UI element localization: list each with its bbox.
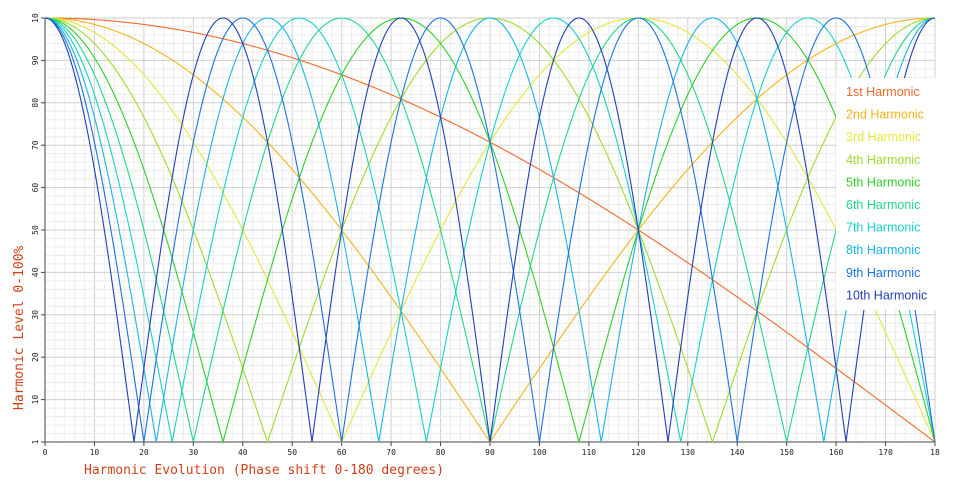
x-axis-title: Harmonic Evolution (Phase shift 0-180 de… <box>84 463 444 478</box>
y-tick-label: 20 <box>31 352 40 362</box>
legend-item-8: 8th Harmonic <box>846 243 920 257</box>
legend-item-10: 10th Harmonic <box>846 288 927 302</box>
x-tick-label: 120 <box>631 448 646 457</box>
y-tick-label: 90 <box>31 55 40 65</box>
y-tick-label: 40 <box>31 267 40 277</box>
tick-labels: 0 10 20 30 40 50 60 70 80 90 100 110 120 130 140 150 160… <box>31 13 940 457</box>
x-tick-label: 160 <box>829 448 844 457</box>
x-tick-label: 20 <box>139 448 149 457</box>
x-tick-label: 60 <box>337 448 347 457</box>
legend-item-7: 7th Harmonic <box>846 221 920 235</box>
legend-item-9: 9th Harmonic <box>846 266 920 280</box>
y-tick-label: 70 <box>31 140 40 150</box>
x-tick-label: 170 <box>878 448 893 457</box>
legend-item-6: 6th Harmonic <box>846 198 920 212</box>
series-line-8 <box>44 17 936 443</box>
x-tick-label: 0 <box>43 448 48 457</box>
legend-item-2: 2nd Harmonic <box>846 108 924 122</box>
y-tick-label: 30 <box>31 310 40 320</box>
x-tick-label: 18 <box>930 448 940 457</box>
series-lines <box>44 17 936 445</box>
x-tick-label: 90 <box>485 448 495 457</box>
x-tick-label: 150 <box>779 448 794 457</box>
legend-background <box>836 78 944 310</box>
legend-item-4: 4th Harmonic <box>846 153 920 167</box>
y-tick-label: 1 <box>31 439 40 444</box>
y-axis-title: Harmonic Level 0-100% <box>12 245 27 410</box>
legend-item-1: 1st Harmonic <box>846 85 920 99</box>
x-tick-label: 100 <box>532 448 547 457</box>
legend: 1st Harmonic 2nd Harmonic 3rd Harmonic 4th … <box>836 78 944 310</box>
y-tick-label: 10 <box>31 13 40 23</box>
x-tick-label: 130 <box>681 448 696 457</box>
x-tick-label: 110 <box>582 448 597 457</box>
legend-item-5: 5th Harmonic <box>846 175 920 189</box>
y-tick-label: 80 <box>31 98 40 108</box>
x-tick-label: 10 <box>90 448 100 457</box>
y-tick-label: 60 <box>31 183 40 193</box>
x-tick-label: 80 <box>436 448 446 457</box>
x-tick-label: 140 <box>730 448 745 457</box>
x-tick-label: 50 <box>287 448 297 457</box>
y-tick-label: 10 <box>31 395 40 405</box>
x-tick-label: 70 <box>386 448 396 457</box>
y-tick-label: 50 <box>31 225 40 235</box>
x-tick-label: 40 <box>238 448 248 457</box>
legend-item-3: 3rd Harmonic <box>846 130 921 144</box>
x-tick-label: 30 <box>189 448 199 457</box>
series-line-9 <box>44 17 936 443</box>
series-line-10 <box>44 17 936 443</box>
